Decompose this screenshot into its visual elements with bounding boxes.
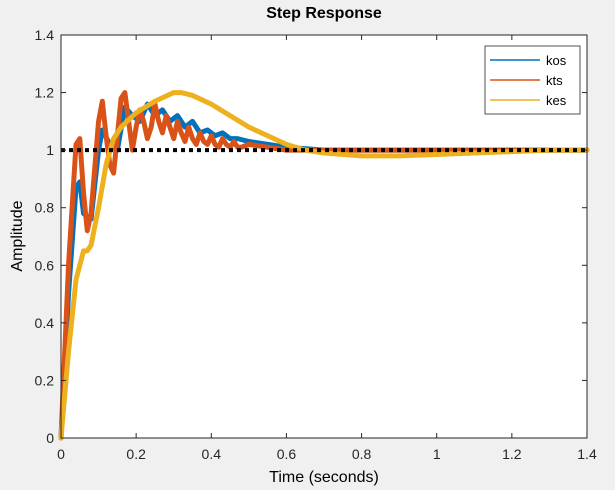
series-layer [58,90,590,441]
x-tick-label: 1.2 [502,446,522,462]
x-tick-label: 0 [57,446,65,462]
series-line-kts [58,90,590,441]
chart-title: Step Response [266,5,382,22]
legend-label-kes: kes [546,93,567,108]
y-tick-label: 1.4 [35,27,55,43]
y-tick-label: 1.2 [35,85,55,101]
legend: kos kts kes [484,45,581,115]
x-tick-label: 0.4 [202,446,222,462]
ticks-layer: 0 0.2 0.4 0.6 0.8 1 1.2 1.4 0 0.2 0.4 0.6 0.8 1 1.2 1.4 [35,27,597,462]
y-tick-label: 0.6 [35,257,55,273]
y-axis-label: Amplitude [9,200,26,271]
x-tick-label: 0.8 [352,446,372,462]
x-tick-label: 1 [433,446,441,462]
y-tick-label: 0 [46,430,54,446]
x-tick-label: 0.2 [126,446,146,462]
y-tick-label: 0.2 [35,372,55,388]
x-tick-label: 0.6 [277,446,297,462]
x-axis-label: Time (seconds) [269,469,379,486]
plot-frame [60,34,588,439]
y-tick-label: 0.4 [35,315,55,331]
y-tick-label: 0.8 [35,200,55,216]
series-line-kes [58,90,590,441]
x-tick-label: 1.4 [577,446,597,462]
legend-label-kos: kos [546,53,567,68]
y-tick-label: 1 [46,142,54,158]
legend-label-kts: kts [546,73,563,88]
